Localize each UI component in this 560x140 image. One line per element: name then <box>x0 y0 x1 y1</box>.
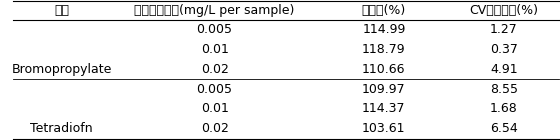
Text: 0.37: 0.37 <box>490 43 518 56</box>
Text: 0.02: 0.02 <box>200 122 228 135</box>
Text: 114.99: 114.99 <box>362 23 405 36</box>
Text: CV실험실내(%): CV실험실내(%) <box>469 4 539 17</box>
Text: 8.55: 8.55 <box>490 83 518 96</box>
Text: 109.97: 109.97 <box>362 83 405 96</box>
Text: 1.68: 1.68 <box>490 102 518 115</box>
Text: 114.37: 114.37 <box>362 102 405 115</box>
Text: 4.91: 4.91 <box>490 63 518 76</box>
Text: 0.005: 0.005 <box>197 23 232 36</box>
Text: 0.005: 0.005 <box>197 83 232 96</box>
Text: 첨가회수농도(mg/L per sample): 첨가회수농도(mg/L per sample) <box>134 4 295 17</box>
Text: 0.02: 0.02 <box>200 63 228 76</box>
Text: 항목: 항목 <box>54 4 69 17</box>
Text: Tetradiofn: Tetradiofn <box>30 122 93 135</box>
Text: Bromopropylate: Bromopropylate <box>11 63 112 76</box>
Text: 118.79: 118.79 <box>362 43 405 56</box>
Text: 6.54: 6.54 <box>490 122 518 135</box>
Text: 1.27: 1.27 <box>490 23 518 36</box>
Text: 110.66: 110.66 <box>362 63 405 76</box>
Text: 0.01: 0.01 <box>200 102 228 115</box>
Text: 회수율(%): 회수율(%) <box>362 4 406 17</box>
Text: 103.61: 103.61 <box>362 122 405 135</box>
Text: 0.01: 0.01 <box>200 43 228 56</box>
